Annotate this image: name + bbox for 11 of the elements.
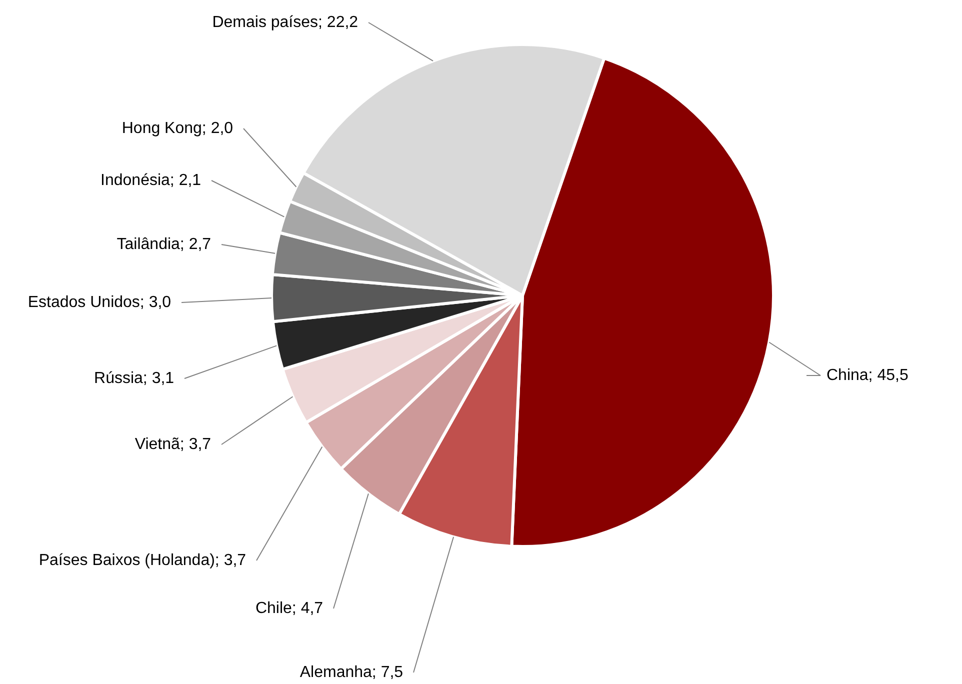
slice-label: Rússia; 3,1 — [94, 370, 174, 387]
slice-label: Hong Kong; 2,0 — [122, 120, 234, 137]
slice-label: Tailândia; 2,7 — [116, 236, 212, 253]
slice-label: Alemanha; 7,5 — [300, 664, 404, 681]
slice-label: Chile; 4,7 — [255, 600, 324, 617]
slice-label: Estados Unidos; 3,0 — [28, 294, 172, 311]
slice-label: Demais países; 22,2 — [212, 14, 358, 31]
slice-label: Indonésia; 2,1 — [100, 172, 202, 189]
slice-label: Países Baixos (Holanda); 3,7 — [38, 552, 246, 569]
slice-label: China; 45,5 — [826, 367, 908, 384]
slice-label: Vietnã; 3,7 — [134, 436, 212, 453]
